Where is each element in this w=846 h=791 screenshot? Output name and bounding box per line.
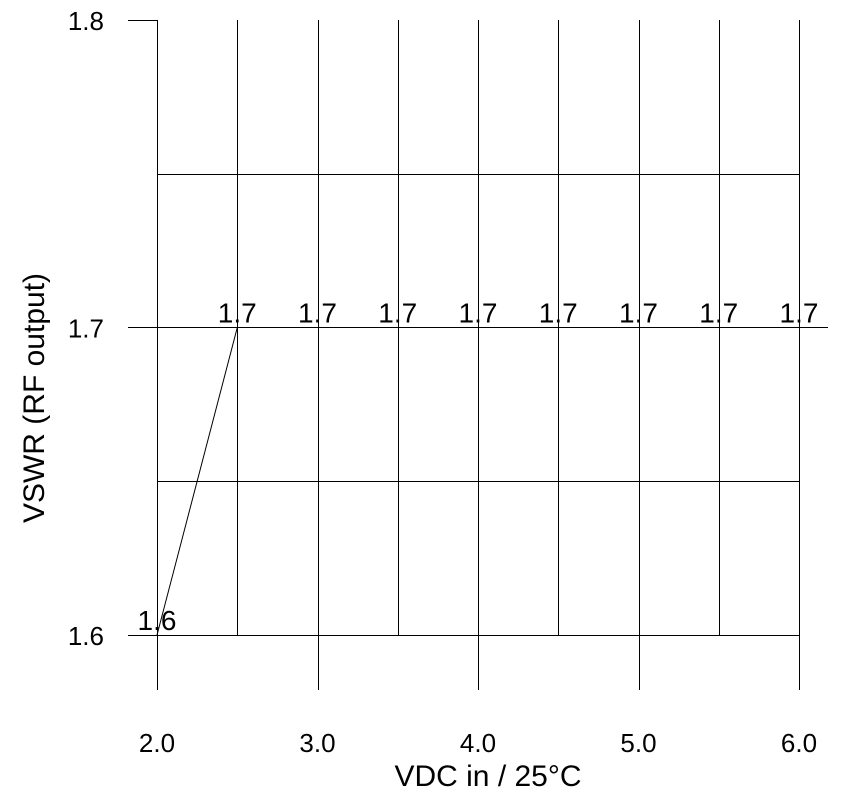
data-label: 1.7	[378, 298, 417, 329]
data-label: 1.7	[619, 298, 658, 329]
data-label: 1.7	[218, 298, 257, 329]
y-tick-label: 1.8	[68, 6, 104, 36]
data-label: 1.6	[138, 605, 177, 636]
y-tick-label: 1.7	[68, 314, 104, 344]
grid-lines	[128, 20, 828, 690]
data-label: 1.7	[459, 298, 498, 329]
data-label: 1.7	[298, 298, 337, 329]
series-line	[156, 327, 799, 636]
x-tick-label: 6.0	[781, 728, 817, 758]
x-axis-title: VDC in / 25°C	[394, 760, 581, 791]
data-series	[156, 327, 799, 636]
y-tick-label: 1.6	[68, 621, 104, 651]
data-label: 1.7	[699, 298, 738, 329]
x-tick-label: 4.0	[460, 728, 496, 758]
data-label: 1.7	[780, 298, 819, 329]
data-label: 1.7	[539, 298, 578, 329]
tick-labels: 2.0 3.0 4.0 5.0 6.0 1.6 1.7 1.8	[68, 6, 817, 758]
x-tick-label: 3.0	[299, 728, 335, 758]
x-tick-label: 5.0	[620, 728, 656, 758]
x-tick-label: 2.0	[139, 728, 175, 758]
y-axis-title: VSWR (RF output)	[18, 273, 51, 523]
data-labels: 1.6 1.7 1.7 1.7 1.7 1.7 1.7 1.7 1.7	[138, 298, 819, 637]
